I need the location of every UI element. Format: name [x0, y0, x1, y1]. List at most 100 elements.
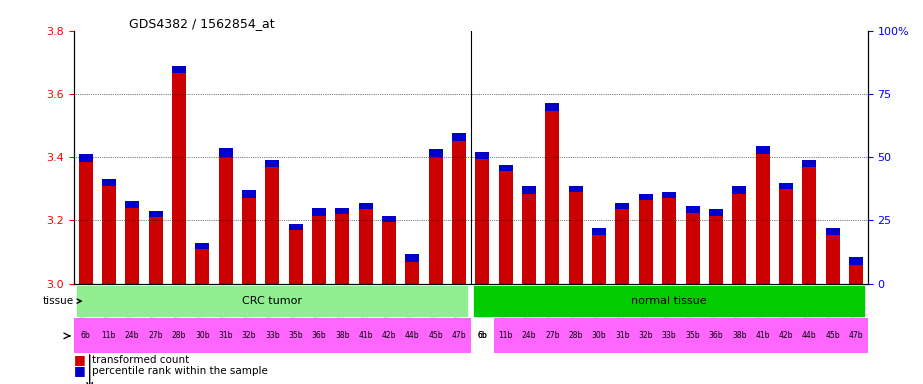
Bar [126, 208, 139, 284]
Text: normal tissue: normal tissue [631, 296, 707, 306]
Bar [727, 318, 751, 353]
Bar [102, 186, 116, 284]
Bar [587, 318, 611, 353]
Bar [494, 318, 518, 353]
Bar [172, 66, 186, 73]
Text: 6b: 6b [477, 331, 487, 340]
Bar [242, 198, 256, 284]
Text: 27b: 27b [545, 331, 559, 340]
Bar [616, 203, 629, 209]
Text: 38b: 38b [335, 331, 350, 340]
Bar [401, 318, 424, 353]
Bar [657, 318, 681, 353]
Bar [709, 209, 723, 216]
Text: percentile rank within the sample: percentile rank within the sample [92, 366, 269, 376]
Text: 6b: 6b [477, 331, 487, 340]
Bar [545, 103, 559, 111]
Bar [522, 186, 536, 194]
Text: 27b: 27b [149, 331, 162, 340]
Text: 47b: 47b [451, 331, 466, 340]
Bar [802, 161, 816, 167]
Bar [849, 265, 863, 284]
Text: 32b: 32b [639, 331, 653, 340]
Text: 41b: 41b [755, 331, 770, 340]
Bar [825, 235, 840, 284]
Bar [821, 318, 845, 353]
Bar [779, 182, 793, 189]
Bar [405, 254, 419, 262]
Bar [307, 318, 330, 353]
Bar [382, 222, 396, 284]
Bar [121, 318, 144, 353]
Bar [428, 149, 443, 157]
Bar [219, 157, 233, 284]
Bar [471, 318, 494, 353]
Bar [662, 192, 677, 198]
Bar [74, 318, 97, 353]
Text: 11b: 11b [102, 331, 116, 340]
Bar [330, 318, 354, 353]
Text: 24b: 24b [125, 331, 139, 340]
Bar [312, 208, 326, 216]
Text: 44b: 44b [802, 331, 817, 340]
Bar [97, 318, 121, 353]
Bar [756, 154, 770, 284]
Text: 31b: 31b [219, 331, 233, 340]
Bar [452, 141, 466, 284]
Text: 38b: 38b [732, 331, 747, 340]
FancyBboxPatch shape [473, 285, 865, 317]
Bar [359, 203, 373, 209]
Text: 47b: 47b [848, 331, 863, 340]
Bar [611, 318, 634, 353]
Bar [172, 73, 186, 284]
Bar [681, 318, 704, 353]
Bar [732, 194, 746, 284]
Bar [704, 318, 727, 353]
Bar [265, 167, 280, 284]
Bar [354, 318, 378, 353]
Bar [569, 186, 582, 192]
Text: 28b: 28b [172, 331, 186, 340]
Text: transformed count: transformed count [92, 355, 189, 365]
Bar [78, 162, 92, 284]
Text: 30b: 30b [195, 331, 210, 340]
Bar [825, 228, 840, 235]
Bar [475, 152, 489, 159]
Text: ■: ■ [74, 364, 86, 377]
Bar [569, 192, 582, 284]
Bar [196, 249, 210, 284]
Text: 36b: 36b [709, 331, 724, 340]
Bar [709, 216, 723, 284]
Bar [452, 134, 466, 141]
Text: 35b: 35b [288, 331, 303, 340]
Bar [190, 318, 214, 353]
Text: 33b: 33b [662, 331, 677, 340]
Bar [149, 217, 162, 284]
Bar [751, 318, 774, 353]
Bar [802, 167, 816, 284]
Bar [732, 186, 746, 194]
Text: 45b: 45b [825, 331, 840, 340]
Bar [312, 216, 326, 284]
Bar [471, 318, 494, 353]
Bar [289, 230, 303, 284]
Text: 28b: 28b [569, 331, 583, 340]
Bar [405, 262, 419, 284]
Text: 24b: 24b [521, 331, 536, 340]
Bar [518, 318, 541, 353]
Bar [616, 209, 629, 284]
Bar [686, 213, 700, 284]
Bar [634, 318, 657, 353]
Bar [102, 179, 116, 186]
Bar [498, 165, 513, 171]
Text: 30b: 30b [592, 331, 606, 340]
Bar [428, 157, 443, 284]
FancyBboxPatch shape [77, 285, 468, 317]
Bar [144, 318, 167, 353]
Text: 33b: 33b [265, 331, 280, 340]
Bar [541, 318, 564, 353]
Bar [167, 318, 190, 353]
Bar [639, 194, 653, 200]
Bar [424, 318, 448, 353]
Bar [237, 318, 260, 353]
